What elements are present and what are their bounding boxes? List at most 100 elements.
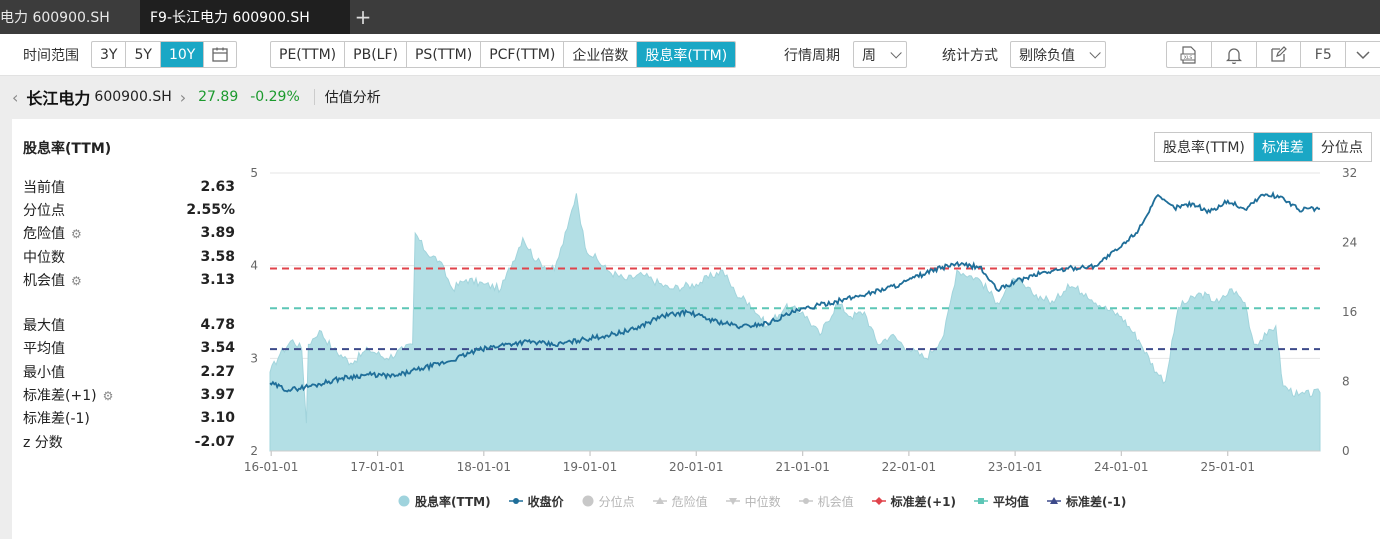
legend-item[interactable]: 标准差(-1) (1047, 493, 1126, 510)
stat-value: 4.78 (200, 317, 235, 334)
legend-item[interactable]: 机会值 (798, 493, 854, 510)
view-toggle: 股息率(TTM) 标准差 分位点 (1154, 132, 1372, 162)
legend-item[interactable]: 股息率(TTM) (398, 493, 491, 510)
forward-chevron-icon[interactable]: › (179, 87, 187, 107)
legend-label: 标准差(-1) (1066, 494, 1127, 509)
stat-value: 2.55% (186, 201, 235, 218)
tab-label: F9-长江电力 600900.SH (150, 10, 310, 26)
gear-icon[interactable]: ⚙ (71, 273, 82, 288)
metric-pe-button[interactable]: PE(TTM) (271, 42, 346, 67)
view-std-dev-button[interactable]: 标准差 (1253, 133, 1313, 161)
y-right-tick-label: 8 (1342, 375, 1350, 389)
legend-label: 股息率(TTM) (415, 494, 491, 509)
legend-label: 平均值 (993, 494, 1030, 509)
stat-value: 3.89 (200, 225, 235, 242)
legend-marker-icon (398, 495, 410, 507)
period-dropdown[interactable]: 周 (853, 41, 907, 68)
gear-icon[interactable]: ⚙ (71, 227, 82, 242)
metric-pcf-button[interactable]: PCF(TTM) (481, 42, 565, 67)
back-chevron-icon[interactable]: ‹ (12, 87, 19, 107)
chevron-down-icon (1089, 46, 1101, 59)
stat-label: 分位点 (23, 202, 65, 219)
legend-label: 机会值 (817, 494, 854, 509)
legend-item[interactable]: 分位点 (582, 493, 635, 510)
time-range-5y-button[interactable]: 5Y (126, 42, 161, 67)
legend-marker-icon (798, 495, 813, 507)
stat-row: 标准差(+1) ⚙ 3.97 (23, 383, 235, 406)
stat-label: 最小值 (23, 364, 65, 381)
stat-label: 危险值 ⚙ (23, 226, 82, 243)
stat-label: 机会值 ⚙ (23, 272, 82, 289)
stat-row: 分位点 2.55% (23, 198, 235, 221)
metric-pb-button[interactable]: PB(LF) (345, 42, 407, 67)
legend-item[interactable]: 中位数 (725, 493, 781, 510)
new-tab-plus-icon[interactable]: + (354, 5, 372, 29)
stat-row: 机会值 ⚙ 3.13 (23, 268, 235, 291)
x-tick-label: 20-01-01 (669, 460, 723, 474)
stock-name[interactable]: 长江电力 (26, 89, 91, 108)
legend-marker-icon (871, 495, 886, 507)
panel-title: 股息率(TTM) (23, 141, 112, 157)
metric-ev-multiple-button[interactable]: 企业倍数 (564, 42, 638, 67)
stock-change: -0.29% (250, 89, 300, 105)
stat-label: 标准差(+1) ⚙ (23, 388, 114, 405)
y-left-tick-label: 3 (250, 351, 258, 365)
tab-label: 电力 600900.SH (0, 10, 110, 26)
chevron-down-icon[interactable] (1346, 42, 1380, 67)
view-dividend-yield-button[interactable]: 股息率(TTM) (1155, 133, 1254, 161)
calendar-icon[interactable] (204, 42, 236, 67)
stock-header: ‹ 长江电力 600900.SH › 27.89 -0.29% 估值分析 (0, 77, 1380, 117)
f5-refresh-button[interactable]: F5 (1301, 42, 1347, 67)
export-excel-icon[interactable]: XLS (1167, 42, 1212, 67)
edit-icon[interactable] (1257, 42, 1302, 67)
chart-legend: 股息率(TTM) 收盘价 分位点 危险值 中位数 机会值 标准差(+1) 平均值 标准差(-1) (398, 491, 1144, 511)
y-right-tick-label: 16 (1342, 305, 1357, 319)
legend-item[interactable]: 危险值 (652, 493, 708, 510)
export-excel-label: XLS (1184, 54, 1193, 60)
stat-label: 标准差(-1) (23, 411, 90, 428)
metric-dividend-yield-button[interactable]: 股息率(TTM) (637, 42, 736, 67)
stat-row: 最大值 4.78 (23, 313, 235, 336)
x-tick-label: 19-01-01 (563, 460, 617, 474)
legend-marker-icon (582, 495, 594, 507)
close-price-line (269, 190, 1321, 393)
stock-code: 600900.SH (94, 89, 172, 105)
legend-label: 中位数 (744, 494, 781, 509)
tab-stock[interactable]: 电力 600900.SH (0, 0, 140, 34)
x-tick-label: 25-01-01 (1201, 460, 1255, 474)
stat-value: 3.13 (200, 271, 235, 288)
metric-ps-button[interactable]: PS(TTM) (407, 42, 482, 67)
toolbar-icon-group: XLS F5 (1166, 41, 1380, 68)
stat-label: 平均值 (23, 341, 65, 358)
period-value: 周 (862, 47, 876, 64)
legend-item[interactable]: 标准差(+1) (871, 493, 956, 510)
x-tick-label: 23-01-01 (988, 460, 1042, 474)
stat-value: 3.58 (200, 248, 235, 265)
tab-bar: 电力 600900.SH F9-长江电力 600900.SH + (0, 0, 1380, 34)
time-range-3y-button[interactable]: 3Y (92, 42, 127, 67)
stat-row: 平均值 3.54 (23, 337, 235, 360)
legend-marker-icon (652, 495, 667, 507)
y-left-tick-label: 5 (250, 166, 258, 180)
legend-item[interactable]: 收盘价 (508, 493, 564, 510)
tab-f9-active[interactable]: F9-长江电力 600900.SH (140, 0, 350, 34)
legend-item[interactable]: 平均值 (974, 493, 1029, 510)
dividend-yield-area (269, 193, 1321, 452)
metric-segment: PE(TTM) PB(LF) PS(TTM) PCF(TTM) 企业倍数 股息率… (270, 41, 737, 68)
time-range-10y-button[interactable]: 10Y (160, 42, 205, 67)
y-left-tick-label: 2 (250, 444, 258, 458)
y-right-tick-label: 24 (1342, 236, 1357, 250)
valuation-panel: 2 3 4 5 0 8 16 24 32 16-01-01 17-01-01 18-01-01 19-0… (12, 119, 1380, 539)
stat-method-dropdown[interactable]: 剔除负值 (1010, 41, 1106, 68)
stat-value: 3.54 (200, 340, 235, 357)
legend-marker-icon (508, 495, 523, 507)
period-label: 行情周期 (784, 48, 840, 64)
bell-icon[interactable] (1212, 42, 1257, 67)
legend-marker-icon (1047, 495, 1062, 507)
legend-label: 分位点 (598, 494, 635, 509)
stat-row: 中位数 3.58 (23, 245, 235, 268)
gear-icon[interactable]: ⚙ (102, 389, 114, 404)
toolbar: 时间范围 3Y 5Y 10Y PE(TTM) PB(LF) PS(TTM) PC… (0, 34, 1380, 76)
stat-value: 2.63 (200, 178, 235, 195)
view-percentile-button[interactable]: 分位点 (1320, 140, 1363, 156)
